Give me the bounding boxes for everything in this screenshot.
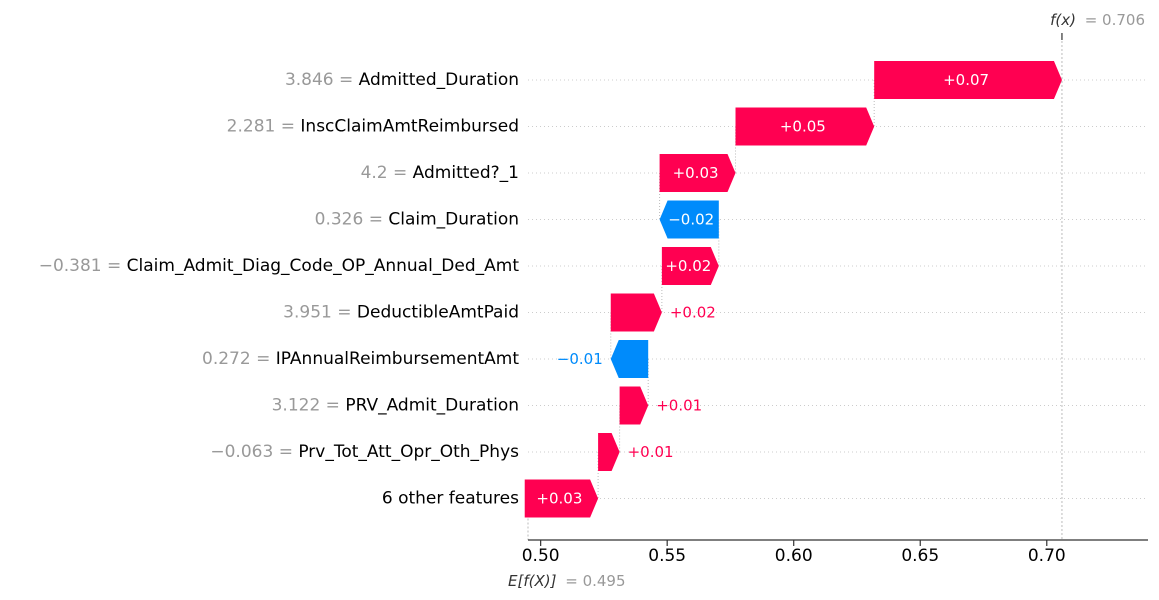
x-tick-label: 0.60: [775, 546, 813, 566]
bar-value-label: +0.03: [673, 164, 719, 182]
contribution-bar: [874, 61, 1062, 99]
feature-value: −0.381 =: [39, 256, 127, 276]
feature-value: 3.846 =: [285, 70, 359, 90]
contribution-bar: [619, 386, 649, 425]
contribution-bar: [598, 433, 620, 471]
bar-value-label: +0.01: [628, 443, 674, 461]
bar-value-label: +0.01: [656, 397, 702, 415]
feature-label: 2.281 = InscClaimAmtReimbursed: [227, 117, 519, 137]
feature-label: 3.846 = Admitted_Duration: [285, 70, 519, 90]
bar-value-label: +0.05: [780, 118, 826, 136]
feature-value: −0.063 =: [210, 442, 298, 462]
feature-name: IPAnnualReimbursementAmt: [276, 349, 520, 369]
feature-name: PRV_Admit_Duration: [345, 396, 519, 416]
feature-value: 0.326 =: [315, 210, 389, 230]
bar-value-label: +0.07: [943, 71, 989, 89]
bar-value-label: +0.02: [665, 257, 711, 275]
x-tick-label: 0.55: [648, 546, 686, 566]
output-value-text: = 0.706: [1085, 11, 1145, 29]
feature-name: DeductibleAmtPaid: [357, 303, 519, 323]
feature-label: 6 other features: [382, 489, 519, 509]
x-tick-label: 0.50: [522, 546, 560, 566]
contribution-bar: [659, 154, 736, 192]
feature-label: −0.381 = Claim_Admit_Diag_Code_OP_Annual…: [39, 256, 520, 276]
output-value-annotation: f(x) = 0.706: [1050, 11, 1145, 29]
feature-value: 2.281 =: [227, 117, 301, 137]
bar-value-label: +0.03: [536, 490, 582, 508]
x-tick-label: 0.70: [1028, 546, 1066, 566]
feature-label: −0.063 = Prv_Tot_Att_Opr_Oth_Phys: [210, 442, 519, 462]
feature-label: 3.951 = DeductibleAmtPaid: [283, 303, 519, 323]
feature-name: Prv_Tot_Att_Opr_Oth_Phys: [298, 442, 519, 462]
feature-value: 3.122 =: [272, 396, 346, 416]
contribution-bar: [659, 200, 719, 239]
feature-value: 0.272 =: [202, 349, 276, 369]
bar-value-label: −0.01: [557, 350, 603, 368]
x-tick-label: 0.65: [901, 546, 939, 566]
feature-label: 0.326 = Claim_Duration: [315, 210, 519, 230]
contribution-bar: [524, 479, 599, 518]
contribution-bar: [610, 293, 662, 332]
feature-name: InscClaimAmtReimbursed: [300, 117, 519, 137]
contribution-bar: [610, 340, 649, 378]
bar-value-label: +0.02: [670, 304, 716, 322]
contribution-bar: [661, 247, 719, 285]
base-value-annotation: E[f(X)] = 0.495: [508, 572, 626, 590]
feature-labels: 3.846 = Admitted_Duration 2.281 = InscCla…: [39, 70, 520, 509]
feature-label: 4.2 = Admitted?_1: [361, 163, 519, 183]
feature-value: 3.951 =: [283, 303, 357, 323]
feature-label: 3.122 = PRV_Admit_Duration: [272, 396, 519, 416]
base-value-label: E[f(X)]: [508, 572, 557, 590]
feature-name: Admitted_Duration: [359, 70, 519, 90]
contribution-bars: +0.07 +0.05 +0.03 −0.02 +0.02 +0.02 −0.01 +0.01…: [524, 61, 1062, 518]
feature-name: Claim_Admit_Diag_Code_OP_Annual_Ded_Amt: [127, 256, 520, 276]
base-value-text: = 0.495: [565, 572, 625, 590]
contribution-bar: [735, 107, 875, 146]
feature-name: 6 other features: [382, 489, 519, 509]
x-axis: 0.50 0.55 0.60 0.65 0.70: [522, 539, 1148, 566]
output-value-label: f(x): [1050, 11, 1076, 29]
feature-name: Admitted?_1: [413, 163, 519, 183]
feature-name: Claim_Duration: [388, 210, 519, 230]
bar-value-label: −0.02: [668, 211, 714, 229]
feature-value: 4.2 =: [361, 163, 413, 183]
feature-label: 0.272 = IPAnnualReimbursementAmt: [202, 349, 519, 369]
value-annotations: f(x) = 0.706 E[f(X)] = 0.495: [508, 11, 1145, 590]
reference-lines: [527, 33, 1063, 540]
